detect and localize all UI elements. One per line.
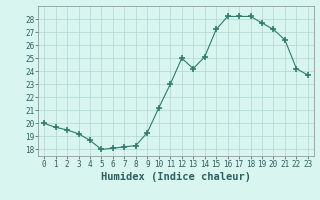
X-axis label: Humidex (Indice chaleur): Humidex (Indice chaleur) xyxy=(101,172,251,182)
